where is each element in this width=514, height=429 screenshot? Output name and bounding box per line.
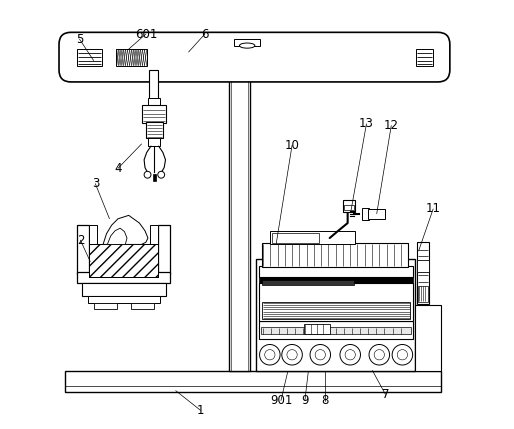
Bar bbox=[89, 245, 158, 277]
Bar bbox=[417, 260, 429, 272]
Circle shape bbox=[340, 344, 360, 365]
Text: 5: 5 bbox=[76, 33, 83, 45]
Bar bbox=[415, 305, 441, 372]
Polygon shape bbox=[103, 215, 148, 245]
Bar bbox=[148, 98, 159, 105]
Text: 4: 4 bbox=[114, 162, 122, 175]
Bar bbox=[89, 225, 97, 245]
Circle shape bbox=[345, 350, 355, 360]
Bar bbox=[417, 242, 429, 304]
Circle shape bbox=[282, 344, 302, 365]
Circle shape bbox=[392, 344, 413, 365]
Bar bbox=[229, 69, 250, 372]
Bar bbox=[116, 49, 146, 66]
Bar bbox=[342, 199, 355, 212]
Text: 3: 3 bbox=[91, 177, 99, 190]
Text: 9: 9 bbox=[301, 394, 308, 407]
Ellipse shape bbox=[240, 43, 255, 48]
Bar bbox=[259, 266, 413, 277]
Polygon shape bbox=[107, 228, 127, 245]
Bar bbox=[416, 49, 433, 66]
Circle shape bbox=[144, 171, 151, 178]
Bar bbox=[256, 260, 415, 372]
Bar bbox=[234, 39, 260, 45]
Bar bbox=[418, 286, 428, 302]
Bar bbox=[94, 303, 117, 309]
Text: 10: 10 bbox=[285, 139, 300, 152]
Text: 1: 1 bbox=[197, 404, 204, 417]
Bar bbox=[78, 272, 170, 283]
Circle shape bbox=[315, 350, 325, 360]
Bar bbox=[259, 321, 413, 338]
Text: 7: 7 bbox=[381, 387, 389, 401]
Bar bbox=[259, 283, 413, 321]
Bar bbox=[149, 70, 158, 99]
Bar bbox=[304, 323, 329, 334]
Text: 601: 601 bbox=[135, 27, 157, 41]
Bar bbox=[146, 122, 163, 139]
Circle shape bbox=[265, 350, 275, 360]
Bar bbox=[88, 296, 160, 303]
Bar bbox=[262, 243, 408, 267]
Bar bbox=[149, 139, 160, 146]
Circle shape bbox=[260, 344, 280, 365]
Text: 6: 6 bbox=[201, 27, 209, 41]
Text: 13: 13 bbox=[359, 118, 374, 130]
Bar bbox=[89, 245, 158, 277]
Text: 2: 2 bbox=[77, 234, 84, 247]
Bar bbox=[158, 225, 170, 275]
Bar bbox=[78, 225, 89, 275]
Bar bbox=[153, 174, 156, 181]
Bar bbox=[262, 281, 354, 285]
Bar bbox=[141, 105, 167, 123]
Text: 901: 901 bbox=[270, 394, 292, 407]
Bar bbox=[262, 302, 410, 319]
Text: 11: 11 bbox=[426, 202, 440, 215]
Bar bbox=[65, 372, 441, 392]
Text: 8: 8 bbox=[322, 394, 329, 407]
Circle shape bbox=[310, 344, 331, 365]
Bar bbox=[272, 233, 319, 243]
Circle shape bbox=[158, 171, 164, 178]
Circle shape bbox=[397, 350, 408, 360]
Bar bbox=[78, 49, 102, 66]
FancyBboxPatch shape bbox=[59, 32, 450, 82]
Bar bbox=[259, 275, 413, 283]
Bar bbox=[270, 231, 355, 245]
Bar bbox=[150, 225, 158, 245]
Bar bbox=[362, 208, 370, 220]
Bar bbox=[368, 208, 386, 219]
Bar bbox=[82, 283, 167, 296]
Text: 12: 12 bbox=[384, 119, 399, 132]
Circle shape bbox=[287, 350, 297, 360]
Circle shape bbox=[369, 344, 390, 365]
Bar bbox=[344, 205, 354, 210]
Bar bbox=[131, 303, 154, 309]
Circle shape bbox=[374, 350, 384, 360]
Bar bbox=[261, 327, 411, 334]
